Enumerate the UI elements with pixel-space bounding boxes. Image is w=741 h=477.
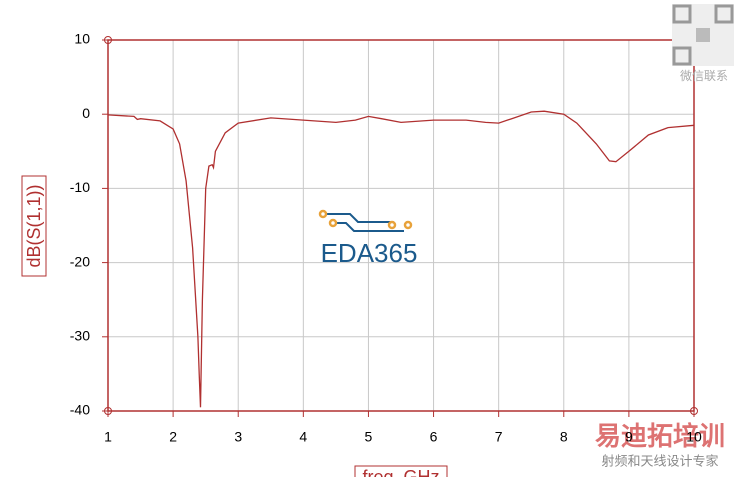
- x-tick-label: 1: [104, 429, 112, 445]
- x-tick-label: 6: [430, 429, 438, 445]
- y-tick-label: -20: [70, 253, 90, 269]
- x-label-box: [354, 465, 448, 477]
- qr-code: [672, 4, 734, 66]
- y-axis-label-group: dB(S(1,1)): [21, 175, 47, 277]
- plot-frame: [107, 39, 695, 412]
- y-tick-label: 10: [74, 31, 90, 47]
- x-tick-label: 4: [299, 429, 307, 445]
- x-tick-label: 7: [495, 429, 503, 445]
- y-tick-label: -10: [70, 179, 90, 195]
- qr-caption: 微信联系: [680, 69, 728, 83]
- x-tick-label: 10: [686, 429, 702, 445]
- corner-markers: [104, 36, 698, 415]
- y-tick-label: 0: [82, 105, 90, 121]
- y-tick-label: -40: [70, 402, 90, 418]
- brand-watermark: 易迪拓培训: [595, 421, 725, 451]
- x-axis-label: freq, GHz: [362, 467, 439, 477]
- x-tick-label: 2: [169, 429, 177, 445]
- x-tick-label: 3: [234, 429, 242, 445]
- slogan-watermark: 射频和天线设计专家: [601, 453, 718, 468]
- x-tick-label: 5: [365, 429, 373, 445]
- logo-text: EDA365: [321, 238, 418, 268]
- data-line: [107, 110, 695, 408]
- x-tick-label: 8: [560, 429, 568, 445]
- x-tick-label: 9: [625, 429, 633, 445]
- y-axis-label: dB(S(1,1)): [24, 184, 44, 267]
- eda-logo: EDA365: [318, 209, 418, 268]
- y-tick-label: -30: [70, 328, 90, 344]
- y-label-box: [21, 175, 47, 277]
